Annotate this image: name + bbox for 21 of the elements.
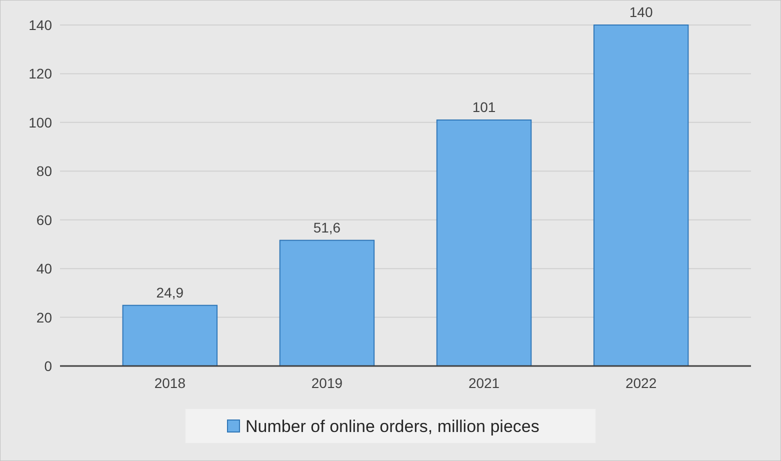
text: 51,6 xyxy=(313,219,341,236)
x-tick-label: 2018 xyxy=(154,375,186,391)
x-tick-label: 2019 xyxy=(311,375,343,391)
y-tick-label: 0 xyxy=(44,358,52,374)
y-tick-label: 80 xyxy=(36,163,52,180)
bar xyxy=(436,119,532,366)
y-tick-label: 40 xyxy=(36,260,52,277)
x-tick-label: 2021 xyxy=(468,375,500,391)
y-tick-label: 100 xyxy=(28,114,52,130)
x-tick-label: 2022 xyxy=(625,375,657,391)
y-tick-label: 140 xyxy=(28,17,52,33)
y-tick-label: 20 xyxy=(36,309,52,326)
y-tick-label: 60 xyxy=(36,212,52,228)
bar xyxy=(593,24,689,366)
text: 140 xyxy=(629,4,653,20)
text: 101 xyxy=(472,98,496,115)
legend-label: Number of online orders, million pieces xyxy=(246,417,540,436)
bar xyxy=(122,304,218,366)
y-tick-label: 120 xyxy=(28,66,52,82)
text: 24,9 xyxy=(156,284,184,300)
bar xyxy=(279,240,375,366)
